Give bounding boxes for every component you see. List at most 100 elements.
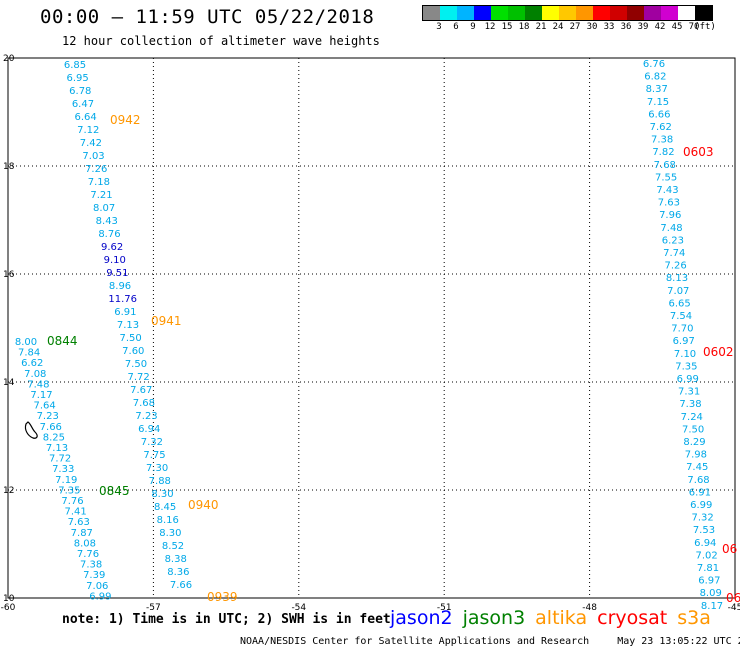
wave-height-value: 7.88: [149, 476, 171, 487]
wave-height-value: 6.64: [74, 112, 96, 123]
wave-height-value: 6.97: [698, 576, 720, 587]
wave-height-value: 7.12: [77, 125, 99, 136]
wave-height-value: 7.45: [686, 462, 708, 473]
wave-height-value: 6.94: [138, 424, 160, 435]
wave-height-value: 7.72: [127, 372, 149, 383]
chart-subtitle: 12 hour collection of altimeter wave hei…: [62, 34, 380, 48]
wave-height-value: 7.54: [670, 311, 692, 322]
map-frame: [7, 57, 736, 599]
satellite-legend: jason2 jason3 altika cryosat s3a: [390, 607, 721, 629]
wave-height-value: 7.15: [647, 97, 669, 108]
color-scale-label: 27: [569, 22, 581, 32]
wave-height-value: 7.48: [660, 223, 682, 234]
color-swatch: [542, 6, 559, 20]
wave-height-value: 8.76: [98, 229, 120, 240]
wave-height-value: 7.06: [86, 581, 108, 592]
color-swatch: [508, 6, 525, 20]
wave-height-value: 6.99: [89, 591, 111, 602]
wave-height-value: 6.82: [644, 72, 666, 83]
wave-height-value: 7.02: [696, 550, 718, 561]
y-tick-label: 14: [3, 378, 15, 388]
wave-height-value: 7.76: [61, 496, 83, 507]
color-swatch: [610, 6, 627, 20]
color-swatch: [678, 6, 695, 20]
color-scale-label: 36: [620, 22, 632, 32]
wave-height-value: 7.26: [85, 164, 107, 175]
wave-height-value: 6.62: [21, 358, 43, 369]
legend-entry-jason2: jason2: [390, 607, 453, 629]
wave-height-value: 7.32: [691, 513, 713, 524]
wave-height-value: 7.38: [80, 560, 102, 571]
wave-height-value: 11.76: [108, 294, 137, 305]
credit-line: NOAA/NESDIS Center for Satellite Applica…: [240, 636, 740, 647]
wave-height-value: 7.41: [64, 507, 86, 518]
color-scale-label: 6: [453, 22, 459, 32]
wave-height-value: 7.19: [55, 475, 77, 486]
wave-height-value: 8.96: [109, 281, 131, 292]
pass-time-label: 0603: [683, 145, 714, 159]
wave-height-value: 8.09: [700, 588, 722, 599]
y-tick-label: 12: [3, 486, 14, 496]
wave-height-value: 8.25: [43, 432, 65, 443]
color-swatch: [559, 6, 576, 20]
wave-height-value: 8.43: [96, 216, 118, 227]
wave-height-value: 7.55: [655, 172, 677, 183]
color-swatch: [525, 6, 542, 20]
wave-height-value: 7.75: [143, 450, 165, 461]
credit-text: NOAA/NESDIS Center for Satellite Applica…: [240, 636, 590, 647]
color-scale-label: 70: [688, 22, 700, 32]
wave-height-value: 7.21: [90, 190, 112, 201]
pass-time-label: 06: [726, 591, 740, 605]
y-tick-label: 20: [3, 54, 15, 64]
color-swatch: [491, 6, 508, 20]
wave-height-value: 7.66: [40, 422, 62, 433]
wave-height-value: 7.67: [130, 385, 152, 396]
color-scale-label: 3: [436, 22, 442, 32]
pass-time-label: 06: [722, 542, 737, 556]
wave-height-value: 8.13: [666, 273, 688, 284]
wave-height-value: 7.24: [681, 412, 703, 423]
wave-height-value: 6.66: [648, 109, 670, 120]
wave-height-value: 7.81: [697, 563, 719, 574]
color-swatch: [627, 6, 644, 20]
pass-time-label: 0940: [188, 498, 219, 512]
color-scale-label: 42: [654, 22, 666, 32]
wave-height-value: 8.45: [154, 502, 176, 513]
wave-height-value: 7.17: [30, 390, 52, 401]
wave-height-value: 8.17: [701, 601, 723, 612]
color-scale-label: 9: [470, 22, 476, 32]
wave-height-value: 8.08: [74, 538, 96, 549]
color-swatch: [593, 6, 610, 20]
wave-height-value: 8.00: [15, 337, 37, 348]
color-scale-label: 39: [637, 22, 649, 32]
color-scale-label: 24: [552, 22, 564, 32]
pass-time-label: 0939: [207, 590, 238, 604]
wave-height-value: 7.70: [671, 324, 693, 335]
legend-entry-jason3: jason3: [462, 607, 526, 629]
color-swatch: [440, 6, 457, 20]
wave-height-value: 8.37: [646, 84, 668, 95]
x-tick-label: -60: [1, 603, 16, 613]
wave-height-value: 9.10: [104, 255, 126, 266]
wave-height-value: 8.38: [165, 554, 187, 565]
wave-height-value: 7.84: [18, 348, 40, 359]
wave-height-value: 7.30: [146, 463, 168, 474]
wave-height-value: 7.76: [77, 549, 99, 560]
wave-height-value: 6.97: [673, 336, 695, 347]
wave-height-value: 9.62: [101, 242, 123, 253]
wave-height-value: 6.99: [677, 374, 699, 385]
wave-height-value: 7.98: [685, 450, 707, 461]
wave-height-value: 7.13: [46, 443, 68, 454]
wave-height-value: 6.78: [69, 86, 91, 97]
wave-height-value: 6.65: [669, 298, 691, 309]
footnote: note: 1) Time is in UTC; 2) SWH is in fe…: [62, 612, 391, 627]
wave-height-value: 7.23: [37, 411, 59, 422]
wave-height-value: 7.43: [656, 185, 678, 196]
wave-height-value: 8.36: [167, 567, 189, 578]
wave-height-value: 7.03: [82, 151, 104, 162]
wave-height-value: 7.68: [133, 398, 155, 409]
wave-height-value: 6.99: [690, 500, 712, 511]
wave-height-value: 8.29: [683, 437, 705, 448]
chart-title: 00:00 – 11:59 UTC 05/22/2018: [40, 6, 375, 28]
